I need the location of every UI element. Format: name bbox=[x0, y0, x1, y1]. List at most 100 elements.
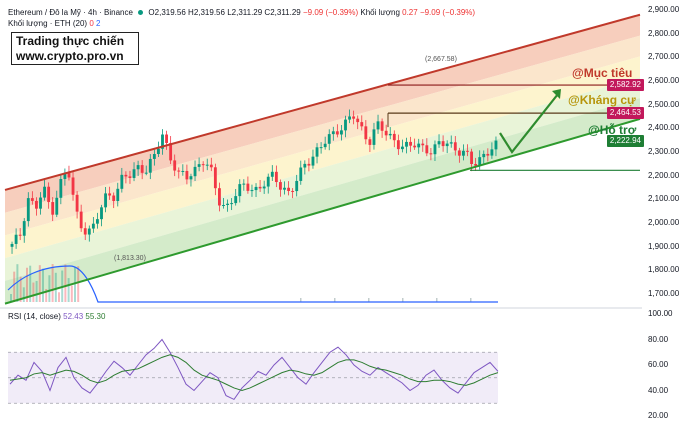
price-tick-label: 2,400.00 bbox=[648, 123, 680, 133]
candle-body bbox=[67, 172, 71, 178]
close-label: C bbox=[264, 8, 271, 17]
candle-body bbox=[409, 141, 412, 146]
candle-body bbox=[372, 129, 376, 145]
candle-body bbox=[470, 151, 473, 164]
candle-body bbox=[22, 221, 26, 236]
open-value: 2,319.56 bbox=[154, 8, 186, 17]
low-label: L bbox=[227, 8, 232, 17]
candle-body bbox=[433, 144, 437, 155]
resistance-price-tag: 2,464.53 bbox=[606, 107, 644, 119]
candle-body bbox=[201, 164, 205, 166]
candle-body bbox=[43, 186, 46, 198]
volume-bar bbox=[64, 264, 67, 302]
candle-body bbox=[466, 150, 469, 152]
candle-body bbox=[59, 179, 63, 198]
candle-body bbox=[401, 146, 404, 150]
candle-body bbox=[100, 207, 103, 220]
channel-top-line bbox=[4, 13, 641, 191]
candle-body bbox=[87, 228, 91, 235]
high-label: H bbox=[188, 8, 194, 17]
price-tick-label: 1,700.00 bbox=[648, 289, 680, 299]
rsi-ma-value: 55.30 bbox=[85, 312, 106, 321]
volume-indicator-header[interactable]: Khối lượng · ETH (20) 0 2 bbox=[8, 19, 100, 28]
candle-body bbox=[39, 197, 42, 209]
price-tick-label: 2,700.00 bbox=[648, 52, 680, 62]
price-tick-label: 2,800.00 bbox=[648, 28, 680, 38]
candle-body bbox=[173, 160, 177, 171]
rsi-tick-label: 20.00 bbox=[648, 411, 669, 420]
volume-bar bbox=[32, 282, 35, 302]
volume-bar bbox=[436, 298, 438, 302]
candle-body bbox=[405, 141, 408, 147]
candle-body bbox=[144, 172, 148, 174]
candle-body bbox=[120, 174, 124, 189]
candle-body bbox=[413, 145, 417, 148]
candle-body bbox=[392, 133, 396, 141]
volume-indicator-value-2: 2 bbox=[96, 19, 101, 28]
candle-body bbox=[396, 140, 400, 150]
market-status-icon bbox=[138, 10, 144, 16]
candle-body bbox=[490, 149, 494, 156]
volume-bar bbox=[38, 265, 41, 302]
open-label: O bbox=[148, 8, 155, 17]
candle-body bbox=[421, 143, 425, 146]
candle-body bbox=[262, 186, 266, 189]
volume-bar bbox=[16, 264, 19, 302]
candle-body bbox=[230, 203, 234, 205]
channel-band bbox=[5, 98, 640, 304]
candle-body bbox=[323, 143, 327, 148]
volume-change: −9.09 (−0.39%) bbox=[419, 8, 476, 17]
channel-band bbox=[5, 14, 640, 213]
target-annotation: @Mục tiêu bbox=[572, 66, 633, 80]
candle-body bbox=[181, 170, 185, 172]
candle-body bbox=[51, 202, 55, 215]
volume-bar bbox=[48, 275, 51, 302]
candle-body bbox=[83, 228, 87, 235]
volume-bar bbox=[300, 298, 302, 302]
candle-body bbox=[299, 167, 303, 181]
candle-body bbox=[55, 197, 59, 215]
price-tick-label: 2,900.00 bbox=[648, 5, 680, 14]
candle-body bbox=[96, 219, 99, 224]
candle-body bbox=[380, 121, 384, 131]
candle-body bbox=[132, 169, 136, 178]
candle-body bbox=[71, 177, 75, 195]
volume-bar bbox=[22, 287, 25, 302]
candle-body bbox=[368, 139, 372, 145]
price-tick-label: 2,100.00 bbox=[648, 194, 680, 204]
candle-body bbox=[108, 193, 112, 196]
candle-body bbox=[462, 150, 465, 156]
candle-body bbox=[222, 204, 225, 206]
candle-body bbox=[104, 193, 107, 208]
volume-bar bbox=[74, 266, 76, 302]
candle-body bbox=[112, 195, 116, 201]
watermark-line-1: Trading thực chiến bbox=[16, 34, 125, 48]
candle-body bbox=[165, 134, 168, 143]
price-tick-label: 2,000.00 bbox=[648, 218, 680, 228]
rsi-header[interactable]: RSI (14, close) 52.43 55.30 bbox=[8, 312, 105, 321]
volume-bar bbox=[45, 289, 48, 302]
candle-body bbox=[205, 164, 209, 166]
volume-label: Khối lượng bbox=[360, 8, 400, 17]
volume-value: 0.27 bbox=[402, 8, 418, 17]
candle-body bbox=[246, 183, 250, 191]
candle-body bbox=[136, 165, 140, 170]
volume-bar bbox=[13, 271, 16, 302]
volume-bar bbox=[77, 266, 80, 302]
low-value: 2,311.29 bbox=[231, 8, 263, 17]
candle-body bbox=[315, 147, 319, 157]
candle-body bbox=[360, 122, 364, 127]
rsi-tick-label: 40.00 bbox=[648, 385, 669, 395]
volume-indicator-value-1: 0 bbox=[89, 19, 94, 28]
candle-body bbox=[303, 163, 307, 168]
candle-body bbox=[453, 142, 457, 151]
candle-body bbox=[482, 153, 486, 158]
candle-body bbox=[441, 141, 445, 147]
rsi-label: RSI (14, close) bbox=[8, 312, 61, 321]
channel-bottom-line bbox=[4, 117, 641, 305]
candle-body bbox=[185, 170, 189, 180]
candle-body bbox=[254, 186, 258, 191]
volume-bar bbox=[402, 298, 404, 302]
